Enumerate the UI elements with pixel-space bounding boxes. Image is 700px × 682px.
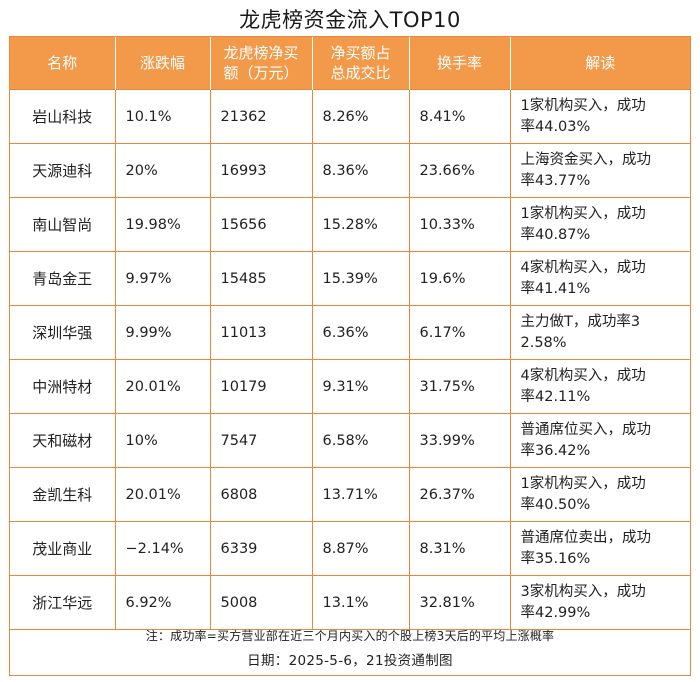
cell-interpretation: 4家机构买入，成功 率41.41% — [509, 251, 690, 306]
cell-net-ratio: 8.36% — [311, 143, 410, 198]
cell-net-buy: 16993 — [209, 143, 313, 198]
cell-name: 天源迪科 — [10, 143, 116, 198]
cell-turnover: 8.41% — [408, 89, 511, 144]
table-row: 岩山科技 10.1% 21362 8.26% 8.41% 1家机构买入，成功 率44.03… — [10, 89, 690, 144]
table-row: 金凯生科 20.01% 6808 13.71% 26.37% 1家机构买入，成功 率40.… — [10, 467, 690, 522]
table-row: 南山智尚 19.98% 15656 15.28% 10.33% 1家机构买入，成功 率40… — [10, 197, 690, 252]
cell-name: 金凯生科 — [10, 467, 116, 522]
cell-name: 南山智尚 — [10, 197, 116, 252]
cell-interpretation: 1家机构买入，成功 率40.50% — [509, 467, 690, 522]
cell-net-buy: 15656 — [209, 197, 313, 252]
cell-change: 10.1% — [114, 89, 211, 144]
cell-net-ratio: 15.39% — [311, 251, 410, 306]
cell-net-ratio: 8.26% — [311, 89, 410, 144]
cell-interpretation: 3家机构买入，成功 率42.99% — [509, 575, 690, 630]
cell-name: 岩山科技 — [10, 89, 116, 144]
cell-change: 9.97% — [114, 251, 211, 306]
header-change: 涨跌幅 — [115, 37, 211, 90]
header-net-buy: 龙虎榜净买 额（万元） — [210, 37, 313, 90]
cell-change: −2.14% — [114, 521, 211, 576]
cell-name: 中洲特材 — [10, 359, 116, 414]
table-row: 中洲特材 20.01% 10179 9.31% 31.75% 4家机构买入，成功 率42.… — [10, 359, 690, 414]
cell-net-buy: 7547 — [209, 413, 313, 468]
header-turnover: 换手率 — [409, 37, 511, 90]
cell-net-ratio: 6.36% — [311, 305, 410, 360]
table-row: 青岛金王 9.97% 15485 15.39% 19.6% 4家机构买入，成功 率41.4… — [10, 251, 690, 306]
cell-turnover: 26.37% — [408, 467, 511, 522]
cell-net-ratio: 13.1% — [311, 575, 410, 630]
cell-change: 19.98% — [114, 197, 211, 252]
cell-turnover: 33.99% — [408, 413, 511, 468]
cell-name: 青岛金王 — [10, 251, 116, 306]
cell-net-buy: 10179 — [209, 359, 313, 414]
cell-interpretation: 1家机构买入，成功 率44.03% — [509, 89, 690, 144]
cell-turnover: 8.31% — [408, 521, 511, 576]
cell-turnover: 19.6% — [408, 251, 511, 306]
table-body: 岩山科技 10.1% 21362 8.26% 8.41% 1家机构买入，成功 率44.03… — [10, 89, 690, 630]
cell-interpretation: 普通席位卖出，成功 率35.16% — [509, 521, 690, 576]
cell-turnover: 23.66% — [408, 143, 511, 198]
cell-change: 9.99% — [114, 305, 211, 360]
cell-turnover: 31.75% — [408, 359, 511, 414]
cell-net-buy: 6808 — [209, 467, 313, 522]
table-header-row: 名称 涨跌幅 龙虎榜净买 额（万元） 净买额占 总成交比 换手率 解读 — [10, 37, 690, 90]
cell-interpretation: 4家机构买入，成功 率42.11% — [509, 359, 690, 414]
data-table: 名称 涨跌幅 龙虎榜净买 额（万元） 净买额占 总成交比 换手率 解读 岩山科技 10.1%… — [10, 37, 690, 630]
cell-turnover: 10.33% — [408, 197, 511, 252]
cell-turnover: 32.81% — [408, 575, 511, 630]
footer: 注：成功率=买方营业部在近三个月内买入的个股上榜3天后的平均上涨概率 日期：20… — [10, 619, 690, 675]
cell-net-buy: 21362 — [209, 89, 313, 144]
cell-net-buy: 15485 — [209, 251, 313, 306]
cell-name: 天和磁材 — [10, 413, 116, 468]
cell-net-buy: 5008 — [209, 575, 313, 630]
header-net-ratio: 净买额占 总成交比 — [312, 37, 410, 90]
table-row: 天和磁材 10% 7547 6.58% 33.99% 普通席位买入，成功 率36.42% — [10, 413, 690, 468]
header-name: 名称 — [10, 37, 116, 90]
table-row: 天源迪科 20% 16993 8.36% 23.66% 上海资金买入，成功 率43.77% — [10, 143, 690, 198]
cell-interpretation: 上海资金买入，成功 率43.77% — [509, 143, 690, 198]
cell-net-ratio: 13.71% — [311, 467, 410, 522]
cell-change: 20.01% — [114, 467, 211, 522]
cell-turnover: 6.17% — [408, 305, 511, 360]
cell-interpretation: 普通席位买入，成功 率36.42% — [509, 413, 690, 468]
header-interpretation: 解读 — [510, 37, 690, 90]
page-title: 龙虎榜资金流入TOP10 — [239, 8, 461, 32]
table-row: 浙江华远 6.92% 5008 13.1% 32.81% 3家机构买入，成功 率42.99… — [10, 575, 690, 630]
cell-interpretation: 1家机构买入，成功 率40.87% — [509, 197, 690, 252]
cell-net-buy: 11013 — [209, 305, 313, 360]
cell-net-buy: 6339 — [209, 521, 313, 576]
table-row: 茂业商业 −2.14% 6339 8.87% 8.31% 普通席位卖出，成功 率35.16… — [10, 521, 690, 576]
cell-change: 6.92% — [114, 575, 211, 630]
cell-net-ratio: 15.28% — [311, 197, 410, 252]
cell-net-ratio: 6.58% — [311, 413, 410, 468]
cell-change: 10% — [114, 413, 211, 468]
cell-change: 20% — [114, 143, 211, 198]
cell-net-ratio: 8.87% — [311, 521, 410, 576]
cell-net-ratio: 9.31% — [311, 359, 410, 414]
date-credit: 日期：2025-5-6，21投资通制图 — [247, 653, 453, 669]
cell-interpretation: 主力做T，成功率3 2.58% — [509, 305, 690, 360]
table-frame: 名称 涨跌幅 龙虎榜净买 额（万元） 净买额占 总成交比 换手率 解读 岩山科技 10.1%… — [9, 36, 691, 676]
footnote: 注：成功率=买方营业部在近三个月内买入的个股上榜3天后的平均上涨概率 — [145, 629, 555, 643]
cell-name: 深圳华强 — [10, 305, 116, 360]
cell-change: 20.01% — [114, 359, 211, 414]
cell-name: 茂业商业 — [10, 521, 116, 576]
table-row: 深圳华强 9.99% 11013 6.36% 6.17% 主力做T，成功率3 2.58% — [10, 305, 690, 360]
cell-name: 浙江华远 — [10, 575, 116, 630]
